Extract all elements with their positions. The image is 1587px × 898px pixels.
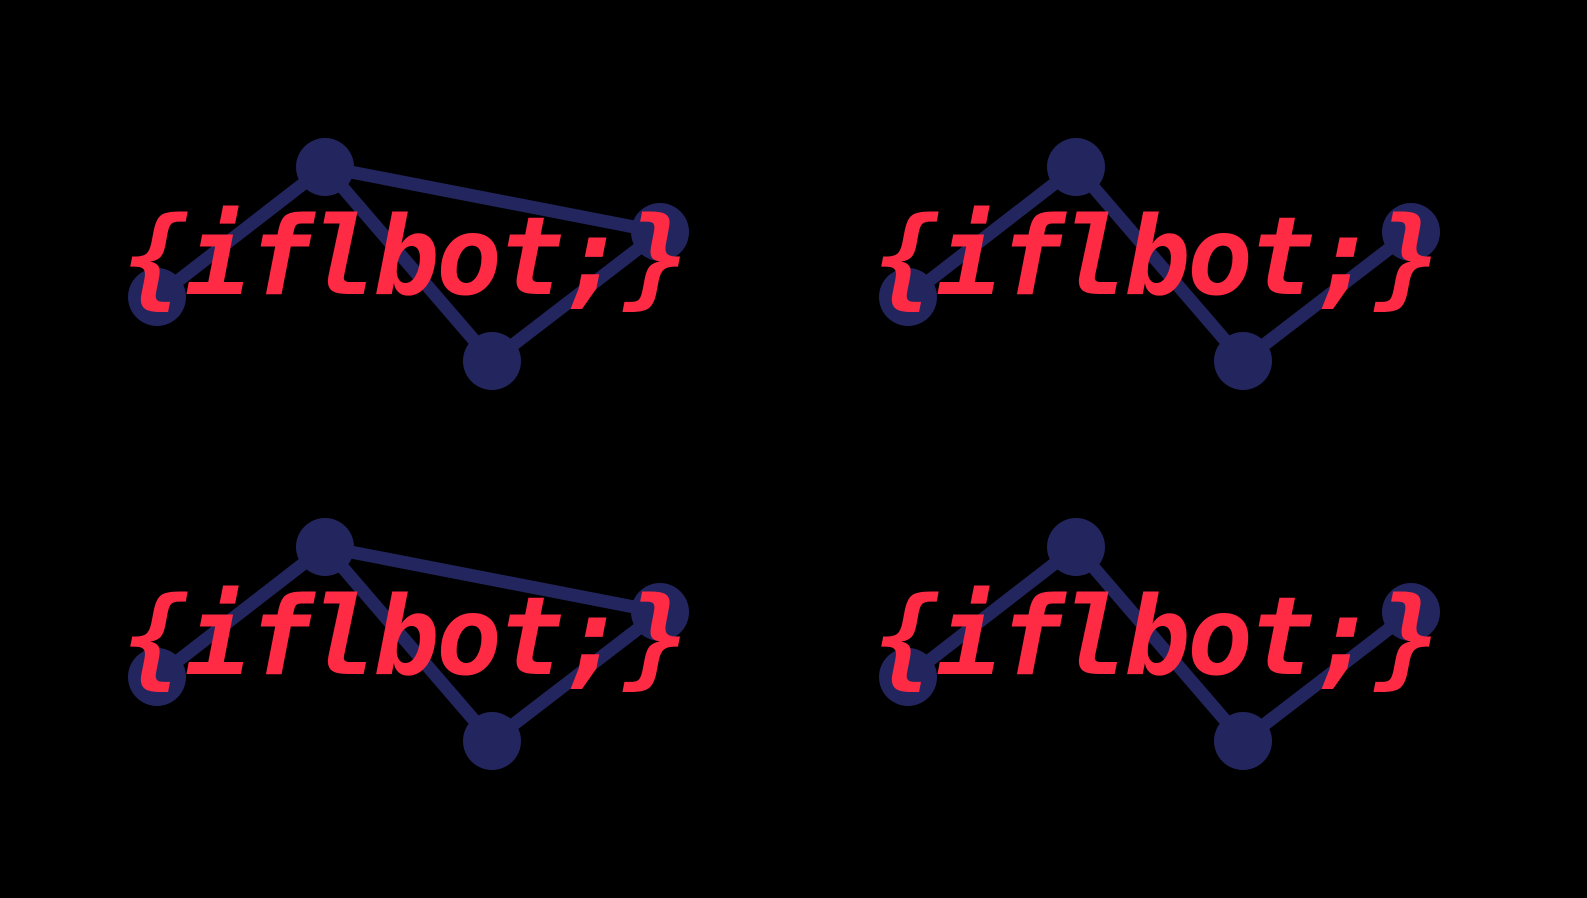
logo-4: {iflbot;}: [874, 518, 1441, 770]
node: [1047, 518, 1105, 576]
edge-top: [318, 540, 667, 619]
edge: [1236, 225, 1418, 368]
node: [1214, 332, 1272, 390]
node: [296, 518, 354, 576]
logo-wordmark: {iflbot;}: [123, 573, 687, 700]
edge: [1069, 160, 1250, 368]
edge-top: [318, 160, 667, 239]
node: [631, 583, 689, 641]
node: [1214, 712, 1272, 770]
edge: [901, 160, 1083, 304]
logo-2: {iflbot;}: [874, 138, 1441, 390]
network-graph-icon: [128, 518, 689, 770]
edge: [318, 540, 499, 748]
edge: [318, 160, 499, 368]
node: [463, 332, 521, 390]
edge: [1236, 605, 1418, 748]
logo-wordmark: {iflbot;}: [123, 193, 687, 320]
node: [631, 203, 689, 261]
logo-wordmark: {iflbot;}: [874, 573, 1438, 700]
network-graph-icon: [879, 518, 1440, 770]
edge: [901, 540, 1083, 684]
node: [1047, 138, 1105, 196]
node: [128, 268, 186, 326]
logo-3: {iflbot;}: [123, 518, 690, 770]
network-graph-icon: [128, 138, 689, 390]
node: [463, 712, 521, 770]
edge: [485, 605, 667, 748]
edge: [150, 540, 332, 684]
edge: [1069, 540, 1250, 748]
node: [296, 138, 354, 196]
logo-1: {iflbot;}: [123, 138, 690, 390]
node: [879, 268, 937, 326]
network-graph-icon: [879, 138, 1440, 390]
edge: [150, 160, 332, 304]
logo-wordmark: {iflbot;}: [874, 193, 1438, 320]
node: [1382, 583, 1440, 641]
edge: [485, 225, 667, 368]
node: [1382, 203, 1440, 261]
node: [128, 648, 186, 706]
node: [879, 648, 937, 706]
